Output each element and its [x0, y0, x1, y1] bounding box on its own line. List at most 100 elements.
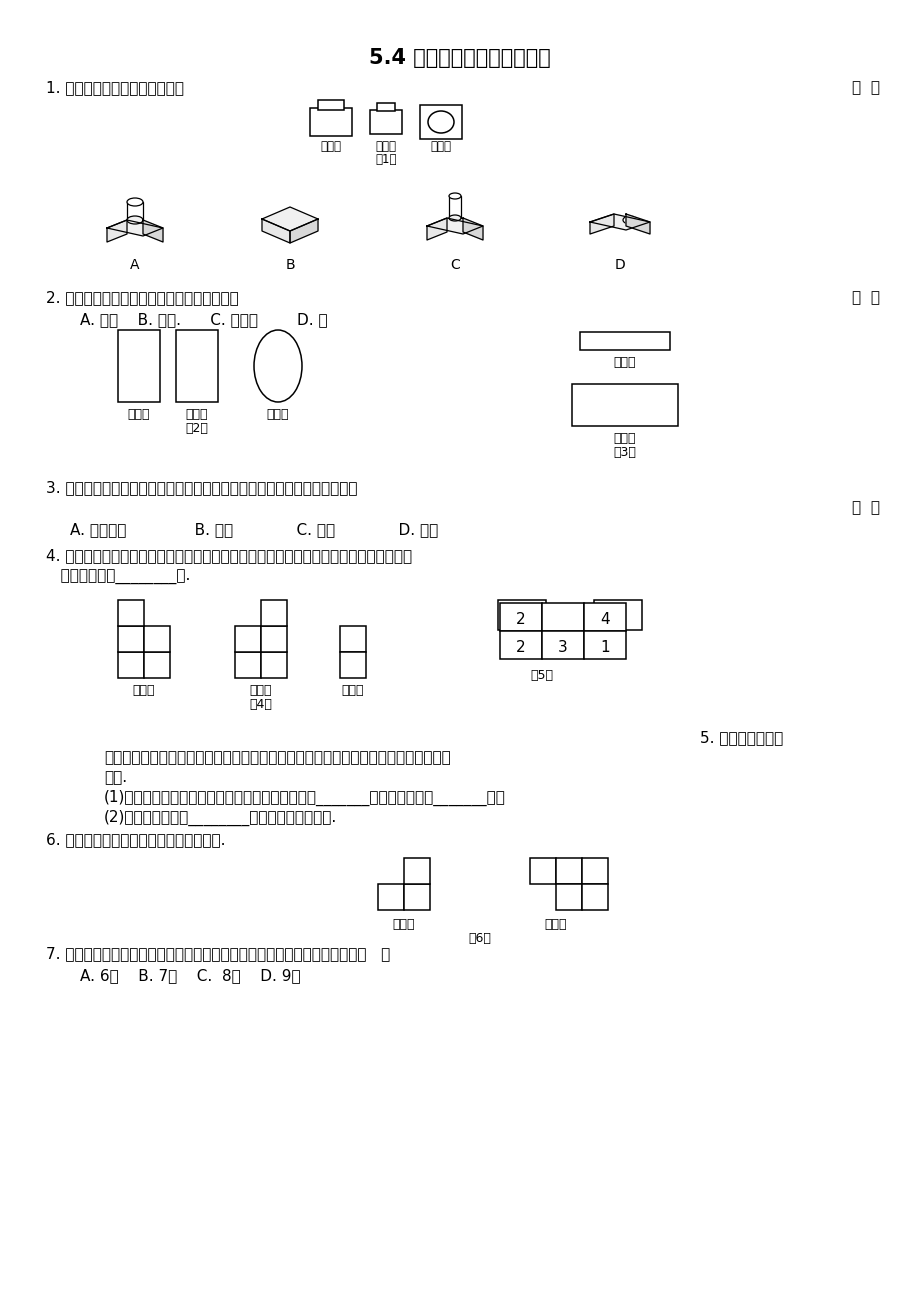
Text: 6. 如图，根据主视图和俯视图画出左视图.: 6. 如图，根据主视图和俯视图画出左视图.: [46, 832, 225, 848]
Bar: [318, 100, 344, 109]
Bar: [572, 384, 677, 426]
Text: 俯视图: 俯视图: [544, 918, 567, 931]
Text: 俯视图: 俯视图: [267, 408, 289, 421]
Text: 5. 如图是由若干个: 5. 如图是由若干个: [699, 730, 782, 745]
Text: 俯视图: 俯视图: [613, 432, 636, 445]
Bar: [448, 197, 460, 217]
Text: 主视图: 主视图: [613, 355, 636, 368]
Bar: [594, 600, 641, 630]
Text: 7. 若干桶方便面放置在桌子上，它的三视图如图所示，则这一堆方便面共有（   ）: 7. 若干桶方便面放置在桌子上，它的三视图如图所示，则这一堆方便面共有（ ）: [46, 947, 390, 961]
Polygon shape: [426, 217, 482, 234]
Bar: [582, 858, 607, 884]
Text: 4. 有一些大小相同的正方体木块摆成一堆，其主视图、左视图、俯视图分别如图所示，则: 4. 有一些大小相同的正方体木块摆成一堆，其主视图、左视图、俯视图分别如图所示，…: [46, 548, 412, 562]
Ellipse shape: [427, 111, 453, 133]
Ellipse shape: [127, 198, 142, 206]
Text: 第5题: 第5题: [530, 669, 553, 682]
Bar: [118, 626, 144, 652]
Bar: [378, 884, 403, 910]
Ellipse shape: [254, 329, 301, 402]
Text: 2: 2: [516, 641, 526, 655]
Ellipse shape: [127, 216, 142, 224]
Polygon shape: [462, 217, 482, 240]
Bar: [555, 858, 582, 884]
Bar: [579, 332, 669, 350]
Bar: [234, 652, 261, 678]
Text: 左视图: 左视图: [375, 141, 396, 154]
Bar: [584, 603, 625, 631]
Text: 4: 4: [599, 612, 609, 628]
Bar: [420, 105, 461, 139]
Bar: [499, 603, 541, 631]
Text: 1: 1: [599, 641, 609, 655]
Polygon shape: [289, 219, 318, 243]
Text: 小正方体木块所搭成的几何体的俯视图，小正方形内的数字表示该位置小正方体木块的: 小正方体木块所搭成的几何体的俯视图，小正方形内的数字表示该位置小正方体木块的: [104, 750, 450, 766]
Text: 左视图: 左视图: [249, 684, 272, 697]
Text: 左视图: 左视图: [186, 408, 208, 421]
Polygon shape: [142, 220, 163, 242]
Bar: [310, 108, 352, 135]
Text: 3. 如图是江峡中学实验室内某器材的主视图和俯视图，那么这个器材可能是: 3. 如图是江峡中学实验室内某器材的主视图和俯视图，那么这个器材可能是: [46, 480, 357, 495]
Text: D: D: [614, 258, 625, 272]
Bar: [582, 884, 607, 910]
Polygon shape: [589, 214, 613, 234]
Text: 主视图: 主视图: [392, 918, 414, 931]
Polygon shape: [262, 219, 289, 243]
Polygon shape: [625, 214, 650, 234]
Text: 主视图: 主视图: [320, 141, 341, 154]
Bar: [403, 858, 429, 884]
Bar: [340, 652, 366, 678]
Text: A: A: [130, 258, 140, 272]
Bar: [261, 600, 287, 626]
Text: 第4题: 第4题: [249, 698, 272, 711]
Text: 3: 3: [558, 641, 567, 655]
Text: （  ）: （ ）: [851, 290, 879, 305]
Text: （  ）: （ ）: [851, 500, 879, 516]
Bar: [261, 652, 287, 678]
Text: 主视图: 主视图: [132, 684, 155, 697]
Ellipse shape: [622, 216, 636, 224]
Bar: [118, 600, 144, 626]
Text: A. 条形磁铁              B. 天平             C. 漏斗             D. 试管: A. 条形磁铁 B. 天平 C. 漏斗 D. 试管: [70, 522, 437, 536]
Text: A. 圆柱    B. 圆锥.      C. 正方体        D. 球: A. 圆柱 B. 圆锥. C. 正方体 D. 球: [80, 312, 327, 327]
Bar: [261, 626, 287, 652]
Text: 第1题: 第1题: [375, 154, 396, 165]
Text: 第3题: 第3题: [613, 447, 636, 460]
Polygon shape: [107, 220, 163, 236]
Text: A. 6桶    B. 7桶    C.  8桶    D. 9桶: A. 6桶 B. 7桶 C. 8桶 D. 9桶: [80, 967, 301, 983]
Polygon shape: [426, 217, 447, 240]
Text: 2: 2: [516, 612, 526, 628]
Bar: [340, 626, 366, 652]
Text: 主视图: 主视图: [128, 408, 150, 421]
Bar: [555, 884, 582, 910]
Bar: [584, 631, 625, 659]
Bar: [127, 202, 142, 220]
Text: 这堆木块共有________块.: 这堆木块共有________块.: [46, 570, 190, 585]
Bar: [499, 631, 541, 659]
Bar: [377, 103, 394, 111]
Polygon shape: [589, 214, 650, 230]
Text: 俯视图: 俯视图: [341, 684, 364, 697]
Bar: [541, 631, 584, 659]
Bar: [176, 329, 218, 402]
Bar: [234, 626, 261, 652]
Bar: [144, 626, 170, 652]
Bar: [529, 858, 555, 884]
Bar: [118, 329, 160, 402]
Polygon shape: [107, 220, 127, 242]
Bar: [144, 652, 170, 678]
Text: 5.4 主视图、左视图、俯视图: 5.4 主视图、左视图、俯视图: [369, 48, 550, 68]
Text: 第2题: 第2题: [186, 422, 209, 435]
Text: 第6题: 第6题: [468, 932, 491, 945]
Polygon shape: [262, 207, 318, 230]
Text: (2)这个几何体共由________个小正方体木块组成.: (2)这个几何体共由________个小正方体木块组成.: [104, 810, 337, 827]
Bar: [369, 109, 402, 134]
Text: 2. 如图是某几何体的三视图，则这个几何体是: 2. 如图是某几何体的三视图，则这个几何体是: [46, 290, 239, 305]
Text: （  ）: （ ）: [851, 79, 879, 95]
Ellipse shape: [448, 215, 460, 221]
Text: (1)这个由小正方体木块搭成的几何体，从正面看有_______列，从左面看有_______列；: (1)这个由小正方体木块搭成的几何体，从正面看有_______列，从左面看有__…: [104, 790, 505, 806]
Bar: [497, 600, 545, 630]
Bar: [403, 884, 429, 910]
Text: C: C: [449, 258, 460, 272]
Bar: [118, 652, 144, 678]
Ellipse shape: [448, 193, 460, 199]
